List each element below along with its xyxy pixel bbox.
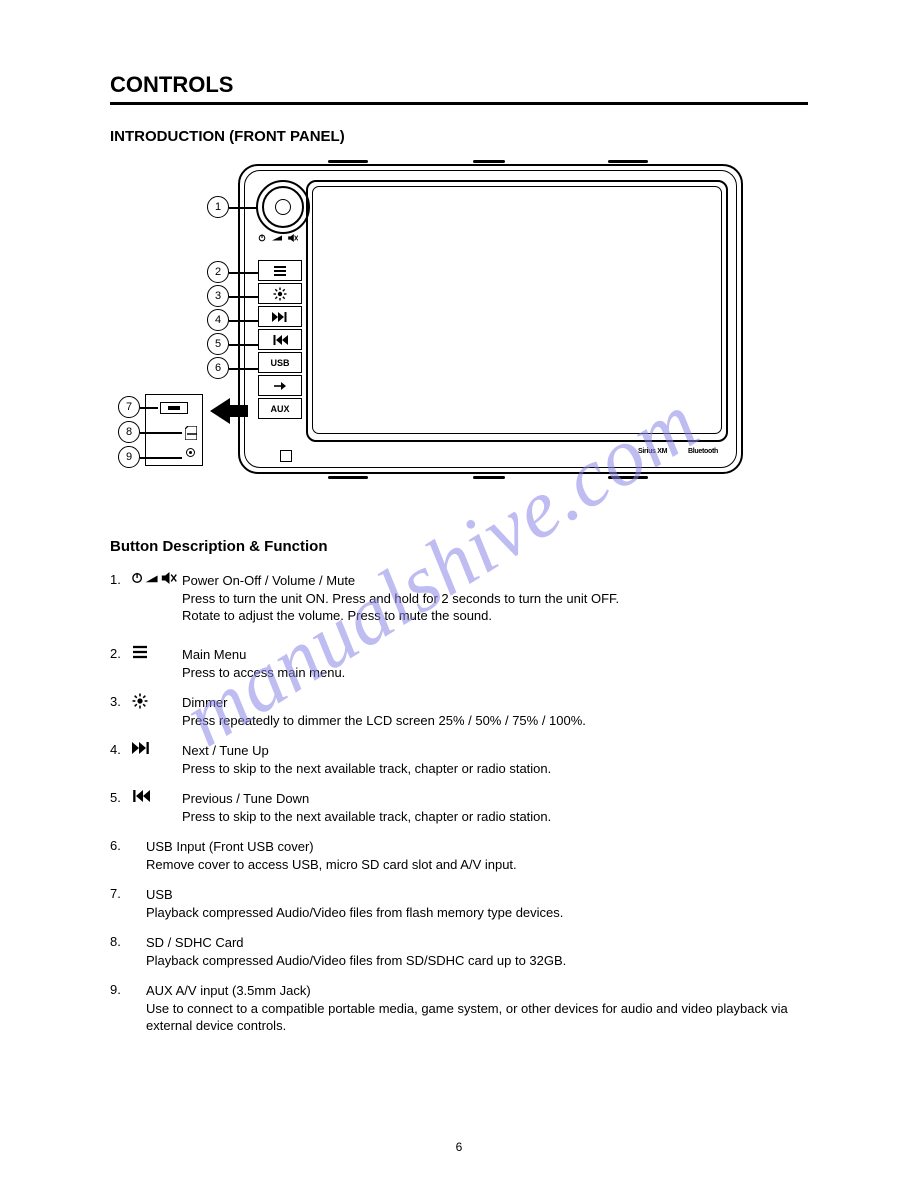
dimmer-button xyxy=(258,283,302,304)
next-icon xyxy=(132,741,150,759)
callout-6: 6 xyxy=(207,357,229,379)
callout-3: 3 xyxy=(207,285,229,307)
leader xyxy=(229,320,258,322)
unlock-button xyxy=(258,375,302,396)
row-text: Previous / Tune Down Press to skip to th… xyxy=(182,790,812,825)
row-number: 3. xyxy=(110,694,121,709)
callout-5: 5 xyxy=(207,333,229,355)
leader xyxy=(229,368,258,370)
aux-button: AUX xyxy=(258,398,302,419)
popout-arrow-icon xyxy=(210,396,248,426)
menu-icon xyxy=(132,645,148,664)
usb-button: USB xyxy=(258,352,302,373)
row-text: USB Input (Front USB cover) Remove cover… xyxy=(146,838,812,873)
callout-1: 1 xyxy=(207,196,229,218)
callout-4: 4 xyxy=(207,309,229,331)
callout-9: 9 xyxy=(118,446,140,468)
prev-button xyxy=(258,329,302,350)
dimmer-icon xyxy=(132,693,148,714)
edge-nub xyxy=(328,476,368,479)
screen xyxy=(312,186,722,434)
aux-jack-dot xyxy=(189,451,192,454)
row-text: Dimmer Press repeatedly to dimmer the LC… xyxy=(182,694,812,729)
knob-icons xyxy=(258,234,298,242)
device-diagram: USB AUX Sirius XM Bluetooth xyxy=(238,164,743,474)
bluetooth-logo: Bluetooth xyxy=(688,448,718,455)
leader xyxy=(229,272,258,274)
callout-7: 7 xyxy=(118,396,140,418)
section-heading: CONTROLS xyxy=(110,72,233,98)
row-number: 2. xyxy=(110,646,121,661)
desc-heading: Button Description & Function xyxy=(110,538,327,555)
leader xyxy=(229,344,258,346)
row-number: 1. xyxy=(110,572,121,587)
heading-rule xyxy=(110,102,808,105)
row-number: 7. xyxy=(110,886,121,901)
edge-nub xyxy=(328,160,368,163)
sd-icon xyxy=(185,426,197,440)
row-text: Next / Tune Up Press to skip to the next… xyxy=(182,742,812,777)
row-number: 6. xyxy=(110,838,121,853)
row-number: 8. xyxy=(110,934,121,949)
leader xyxy=(140,407,158,409)
intro-heading: INTRODUCTION (FRONT PANEL) xyxy=(110,128,345,145)
usb-slot-key xyxy=(168,406,180,410)
leader xyxy=(140,457,182,459)
leader xyxy=(229,296,258,298)
edge-nub xyxy=(608,476,648,479)
sxm-logo: Sirius XM xyxy=(638,448,667,455)
next-button xyxy=(258,306,302,327)
leader xyxy=(140,432,182,434)
ir-window xyxy=(280,450,292,462)
edge-nub xyxy=(608,160,648,163)
row-text: Power On-Off / Volume / Mute Press to tu… xyxy=(182,572,812,625)
row-number: 4. xyxy=(110,742,121,757)
callout-2: 2 xyxy=(207,261,229,283)
row-text: AUX A/V input (3.5mm Jack) Use to connec… xyxy=(146,982,812,1035)
row-text: USB Playback compressed Audio/Video file… xyxy=(146,886,812,921)
row-number: 9. xyxy=(110,982,121,997)
callout-8: 8 xyxy=(118,421,140,443)
power-icon xyxy=(132,571,178,590)
menu-button xyxy=(258,260,302,281)
row-text: Main Menu Press to access main menu. xyxy=(182,646,812,681)
leader xyxy=(229,207,258,209)
row-number: 5. xyxy=(110,790,121,805)
edge-nub xyxy=(473,476,505,479)
volume-knob-center xyxy=(275,199,291,215)
row-text: SD / SDHC Card Playback compressed Audio… xyxy=(146,934,812,969)
edge-nub xyxy=(473,160,505,163)
page-number: 6 xyxy=(0,1140,918,1154)
prev-icon xyxy=(132,789,150,807)
